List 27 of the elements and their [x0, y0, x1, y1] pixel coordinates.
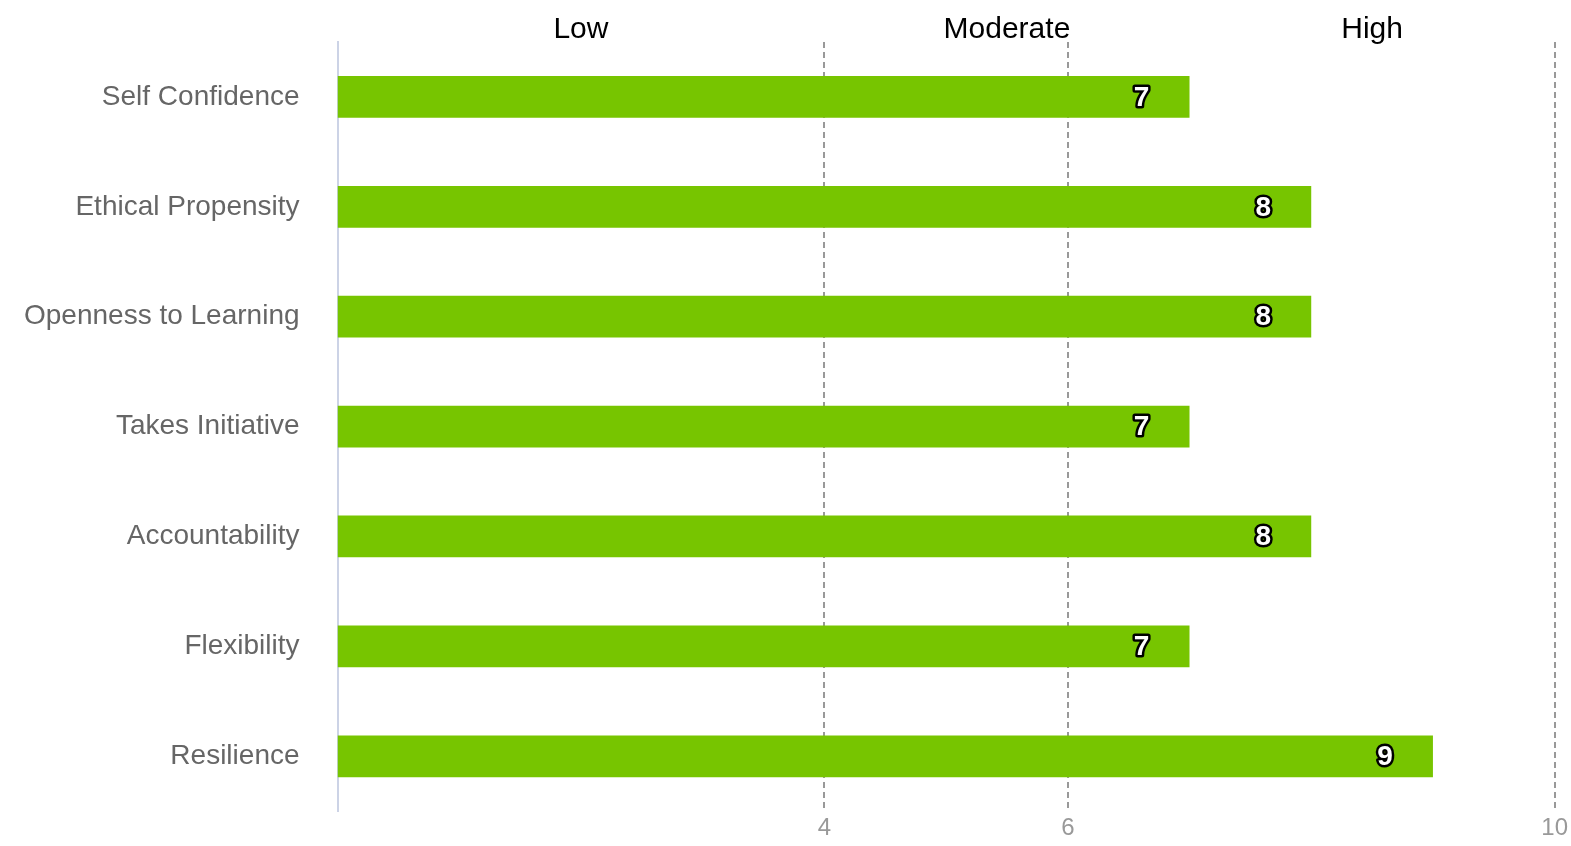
y-tick-label: Accountability: [126, 519, 300, 551]
y-tick-label: Openness to Learning: [24, 299, 300, 331]
bar: [337, 625, 1190, 668]
y-tick-label: Resilience: [170, 738, 300, 770]
x-tick-label: 10: [1541, 813, 1568, 841]
data-label: 7: [1133, 630, 1150, 662]
data-label: 7: [1133, 80, 1150, 112]
bar: [337, 735, 1433, 778]
y-tick-label: Flexibility: [184, 629, 300, 661]
x-tick-label: 6: [1061, 813, 1075, 841]
y-tick-label: Ethical Propensity: [75, 189, 300, 221]
data-label: 9: [1377, 739, 1393, 771]
annotation: Moderate: [943, 11, 1071, 45]
data-label: 8: [1255, 190, 1272, 222]
bar: [337, 295, 1312, 338]
bar: [337, 185, 1312, 228]
data-label: 8: [1255, 300, 1272, 332]
annotation: Low: [553, 11, 609, 45]
data-label: 8: [1255, 520, 1272, 552]
y-tick-label: Self Confidence: [101, 79, 300, 111]
y-tick-label: Takes Initiative: [115, 409, 300, 441]
data-label: 7: [1133, 410, 1150, 442]
bar: [337, 405, 1190, 448]
bar: [337, 515, 1312, 558]
annotation: High: [1341, 11, 1403, 45]
bar: [337, 76, 1190, 118]
x-tick-label: 4: [817, 813, 832, 841]
